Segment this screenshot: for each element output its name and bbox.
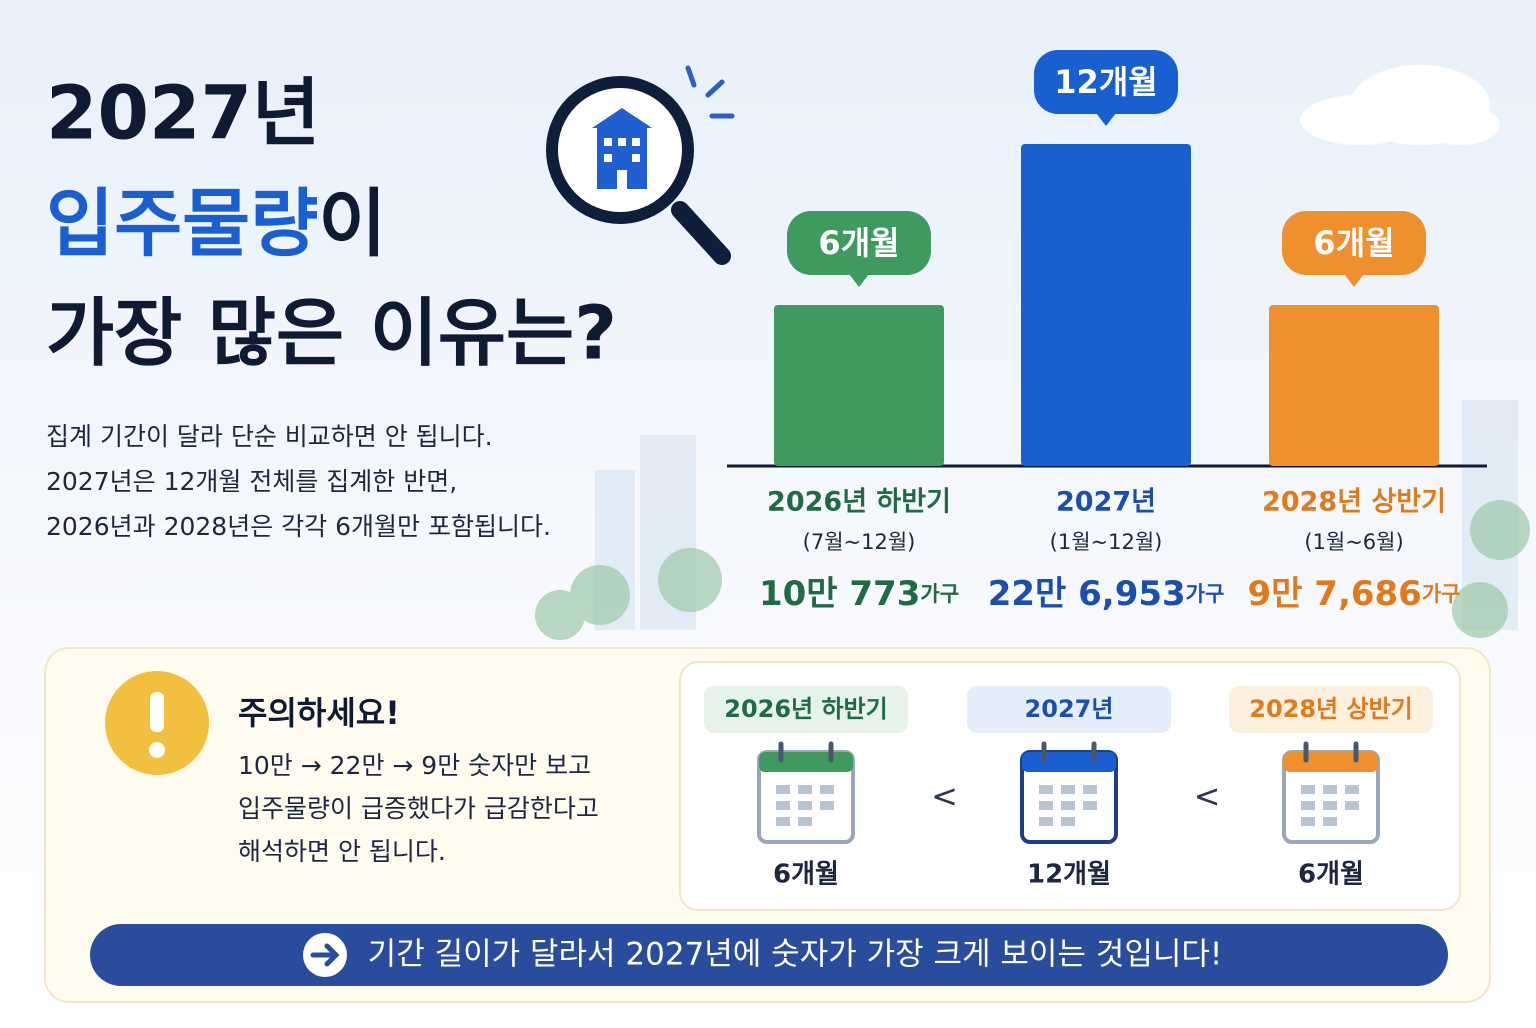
magnifier-icon: [546, 65, 735, 265]
calendar-cell: [798, 817, 812, 826]
calendar-cell: [1061, 785, 1075, 794]
period-pill: [704, 686, 908, 733]
period-name: 2028년 상반기: [1262, 487, 1446, 518]
calendar-cell: [798, 785, 812, 794]
arrow-icon-arrow: [310, 943, 340, 967]
calendar-header: [1022, 752, 1116, 772]
calendar-cell: [1301, 801, 1315, 810]
calendar-cell: [820, 801, 834, 810]
calendar-cell: [1345, 801, 1359, 810]
households-number: 10만 773: [759, 574, 920, 614]
bar: [1269, 305, 1439, 466]
calendar-cell: [820, 785, 834, 794]
calendar-cell: [1301, 785, 1315, 794]
calendar-cell: [1061, 817, 1075, 826]
calendar-cell: [1083, 785, 1097, 794]
period-name: 2026년 하반기: [767, 487, 951, 518]
calendar-cell: [1039, 801, 1053, 810]
calendar-cell: [1345, 785, 1359, 794]
calendar-cell: [776, 785, 790, 794]
title-line: 2027년: [46, 71, 320, 157]
bar: [1021, 144, 1191, 466]
callout-label: 12개월: [1054, 63, 1157, 101]
period-pill-label: 2026년 하반기: [724, 695, 887, 723]
households-unit: 가구: [1186, 582, 1225, 606]
callout-pointer: [849, 274, 869, 287]
callout: [1034, 50, 1178, 114]
period-name: 2027년: [1056, 487, 1156, 518]
comparator: <: [1194, 777, 1221, 815]
calendar-cell: [776, 817, 790, 826]
title-rest: 이: [318, 181, 386, 267]
warning-line: 입주물량이 급증했다가 급감한다고: [238, 794, 599, 823]
calendar-cell: [1323, 801, 1337, 810]
title-line: 입주물량이: [46, 181, 386, 267]
callout-label: 6개월: [818, 224, 899, 262]
period-range: (1월~12월): [1050, 530, 1163, 554]
period-pill: [1229, 686, 1433, 733]
households-unit: 가구: [920, 582, 959, 606]
description-line: 2027년은 12개월 전체를 집계한 반면,: [46, 467, 457, 496]
calendar-header: [1284, 752, 1378, 772]
months-label: 6개월: [1298, 860, 1364, 890]
period-range: (1월~6월): [1304, 530, 1403, 554]
period-pill-label: 2027년: [1025, 695, 1114, 723]
bar: [774, 305, 944, 466]
households-number: 22만 6,953: [988, 574, 1186, 614]
trees: [535, 500, 1530, 640]
calendar-cell: [1061, 801, 1075, 810]
calendar-cell: [1301, 817, 1315, 826]
callout: [787, 211, 931, 275]
households: 9만 7,686가구: [1248, 574, 1461, 614]
callout-label: 6개월: [1313, 224, 1394, 262]
months-label: 12개월: [1027, 860, 1111, 890]
description-line: 집계 기간이 달라 단순 비교하면 안 됩니다.: [46, 422, 493, 451]
period-pill-label: 2028년 상반기: [1249, 695, 1412, 723]
comparator: <: [931, 777, 958, 815]
warning-line: 해석하면 안 됩니다.: [238, 837, 446, 866]
title-line: 가장 많은 이유는?: [46, 291, 617, 377]
calendar-cell: [1323, 817, 1337, 826]
months-label: 6개월: [773, 860, 839, 890]
households: 10만 773가구: [759, 574, 959, 614]
households-number: 9만 7,686: [1248, 574, 1422, 614]
callout-pointer: [1344, 274, 1364, 287]
calendar-cell: [1039, 785, 1053, 794]
description-line: 2026년과 2028년은 각각 6개월만 포함됩니다.: [46, 512, 551, 541]
conclusion-banner: [90, 924, 1448, 986]
callout-pointer: [1096, 113, 1116, 126]
households: 22만 6,953가구: [988, 574, 1225, 614]
warning-icon-dot: [149, 742, 165, 758]
cloud: [1300, 65, 1500, 145]
warning-line: 10만 → 22만 → 9만 숫자만 보고: [238, 751, 591, 780]
households-unit: 가구: [1422, 582, 1461, 606]
period-pill: [967, 686, 1171, 733]
callout: [1282, 211, 1426, 275]
calendar-cell: [776, 801, 790, 810]
title-highlight: 입주물량: [46, 181, 318, 267]
calendar-header: [759, 752, 853, 772]
calendar-cell: [1039, 817, 1053, 826]
calendar-cell: [1323, 785, 1337, 794]
warning-icon-bar: [150, 692, 164, 732]
calendar-cell: [1083, 801, 1097, 810]
conclusion-text: 기간 길이가 달라서 2027년에 숫자가 가장 크게 보이는 것입니다!: [368, 937, 1223, 973]
period-range: (7월~12월): [803, 530, 916, 554]
warning-title: 주의하세요!: [238, 694, 400, 732]
calendar-cell: [798, 801, 812, 810]
